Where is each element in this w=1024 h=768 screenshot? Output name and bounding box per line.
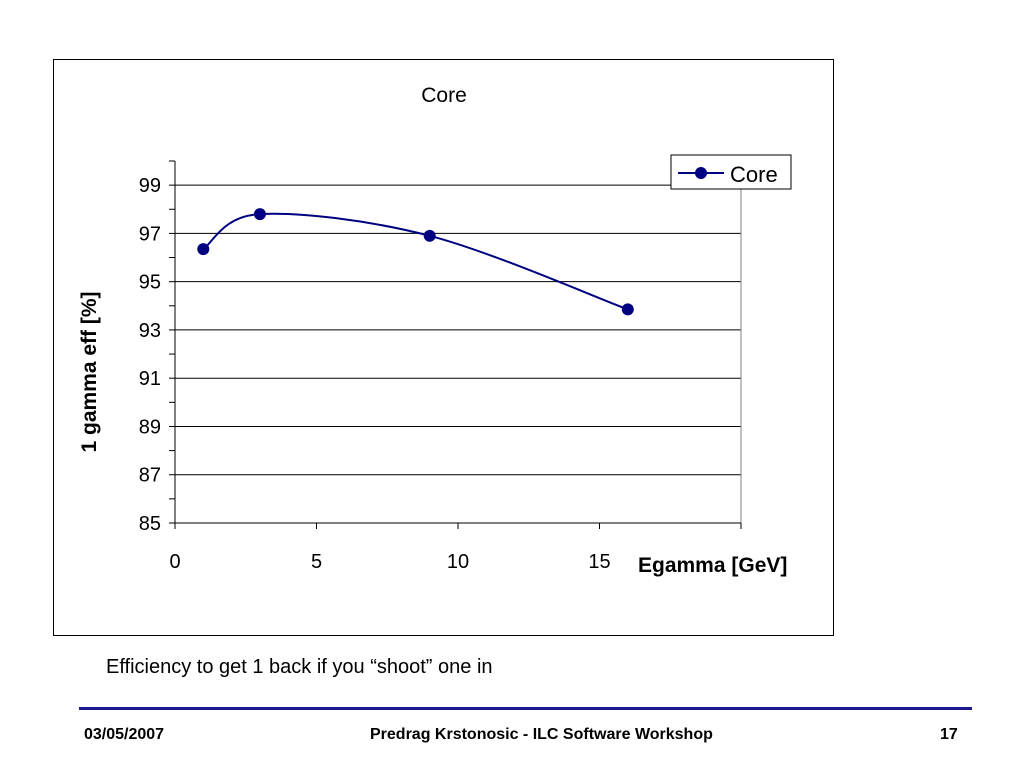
- x-tick-label: 15: [588, 551, 610, 573]
- y-tick-label: 95: [139, 272, 161, 294]
- y-tick-label: 93: [139, 320, 161, 342]
- legend-box: [670, 154, 792, 190]
- data-point-core: [423, 229, 436, 242]
- axes: 85 87 89 91 93 95 97 99 0 5 10 15: [139, 160, 742, 573]
- y-tick-label: 97: [139, 223, 161, 245]
- chart-title: Core: [421, 84, 467, 107]
- y-tick-label: 89: [139, 416, 161, 438]
- slide-caption: Efficiency to get 1 back if you “shoot” …: [106, 656, 493, 678]
- footer-page-number: 17: [940, 726, 958, 743]
- data-point-core: [621, 303, 634, 316]
- legend-marker-swatch: [695, 167, 707, 179]
- chart-frame: Core 85 87 89 91 93 95 97 99 0 5 10 15 1 gamma eff …: [53, 59, 834, 636]
- footer-presenter: Predrag Krstonosic - ILC Software Worksh…: [370, 726, 713, 743]
- series-layer: [197, 208, 634, 316]
- gridlines: [175, 184, 741, 476]
- y-tick-label: 87: [139, 465, 161, 487]
- legend: Core: [670, 154, 792, 190]
- footer-date: 03/05/2007: [84, 726, 165, 743]
- footer-rule: [79, 707, 972, 710]
- y-tick-label: 91: [139, 368, 161, 390]
- y-tick-label: 85: [139, 513, 161, 535]
- legend-entry-core: Core: [730, 162, 778, 187]
- x-tick-label: 0: [169, 551, 180, 573]
- x-tick-label: 10: [447, 551, 469, 573]
- x-axis-label: Egamma [GeV]: [638, 554, 787, 577]
- data-point-core: [197, 243, 210, 256]
- y-axis-label: 1 gamma eff [%]: [78, 291, 101, 452]
- data-point-core: [253, 208, 266, 221]
- line-chart: Core 85 87 89 91 93 95 97 99 0 5 10 15 1 gamma eff …: [78, 84, 792, 577]
- y-tick-label: 99: [139, 175, 161, 197]
- series-line-core: [202, 212, 629, 311]
- x-tick-label: 5: [311, 551, 322, 573]
